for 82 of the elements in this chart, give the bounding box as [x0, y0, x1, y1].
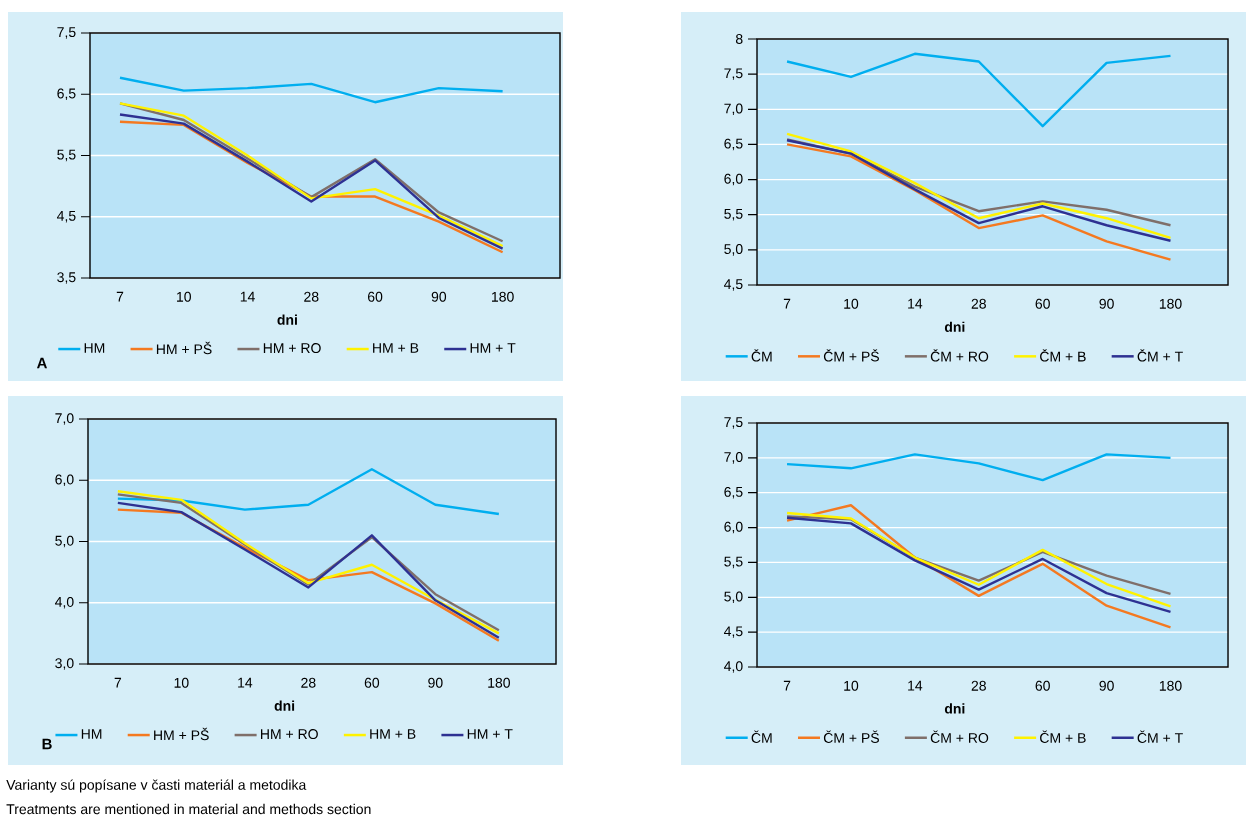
y-tick-label: 7,5 [724, 417, 743, 429]
y-tick-label: 5,0 [55, 535, 74, 548]
x-tick-label: 7 [114, 677, 122, 688]
x-tick-label: 14 [908, 680, 923, 691]
y-tick-label: 6,0 [724, 521, 743, 534]
y-tick-label: 6,5 [57, 88, 76, 101]
x-tick-label: 14 [908, 298, 923, 309]
legend-label: HM + B [373, 343, 419, 353]
legend-label: HM + PŠ [156, 341, 212, 355]
y-tick-label: 4,5 [723, 626, 743, 638]
legend-label: ČM + T [1137, 349, 1183, 362]
x-tick-label: 180 [492, 291, 514, 302]
legend-label: HM + T [467, 729, 513, 739]
legend-label: HM [84, 343, 105, 353]
y-tick-label: 6,5 [724, 486, 743, 499]
x-tick-label: 60 [1035, 298, 1050, 309]
y-tick-label: 7,5 [57, 27, 76, 39]
x-tick-label: 28 [971, 298, 986, 309]
x-tick-label: 180 [488, 677, 510, 688]
y-tick-label: 4,0 [54, 596, 74, 609]
y-tick-label: 5,5 [57, 149, 76, 162]
legend-label: ČM [751, 730, 772, 743]
y-tick-label: 6,0 [55, 474, 74, 487]
text: B [42, 738, 52, 750]
legend-label: HM [81, 729, 102, 739]
legend-label: ČM + T [1137, 730, 1183, 743]
x-tick-label: 7 [783, 298, 791, 309]
x-tick-label: 90 [428, 677, 443, 688]
legend-label: ČM + RO [930, 730, 989, 743]
legend-label: ČM + B [1040, 730, 1086, 743]
y-tick-label: 5,5 [724, 209, 743, 221]
x-tick-label: 28 [971, 680, 986, 691]
x-tick-label: 10 [174, 677, 189, 688]
x-axis-title: dni [274, 700, 295, 711]
x-tick-label: 14 [238, 677, 253, 688]
x-tick-label: 28 [301, 677, 316, 688]
x-tick-label: 60 [1035, 680, 1050, 691]
legend-label: ČM + PŠ [823, 349, 879, 362]
x-tick-label: 28 [304, 291, 319, 302]
x-tick-label: 14 [240, 291, 255, 302]
x-tick-label: 10 [177, 291, 191, 302]
x-tick-label: 90 [1099, 298, 1114, 309]
text: Treatments are mentioned in material and methods section [6, 803, 371, 815]
legend-label: ČM [751, 349, 772, 362]
x-tick-label: 90 [1099, 680, 1114, 691]
x-axis-title: dni [944, 321, 965, 332]
y-tick-label: 6,5 [724, 138, 743, 151]
x-tick-label: 10 [844, 680, 859, 691]
text: Varianty sú popísane v časti materiál a metodika [6, 779, 307, 793]
y-tick-label: 6,0 [724, 173, 743, 186]
y-tick-label: 4,5 [723, 279, 743, 291]
legend-label: HM + PŠ [154, 727, 209, 741]
x-tick-label: 7 [783, 680, 791, 691]
y-tick-label: 7,0 [724, 103, 743, 116]
y-tick-label: 5,5 [724, 556, 743, 569]
x-tick-label: 60 [367, 291, 383, 302]
x-tick-label: 7 [116, 291, 124, 302]
y-tick-label: 5,0 [724, 591, 743, 604]
x-tick-label: 180 [1159, 680, 1182, 691]
x-tick-label: 180 [1159, 298, 1182, 309]
legend-label: ČM + RO [930, 349, 989, 362]
x-axis-title: dni [944, 703, 965, 714]
y-tick-label: 3,0 [55, 658, 74, 670]
legend-label: ČM + B [1040, 349, 1086, 362]
x-axis-title: dni [277, 314, 297, 325]
legend-label: HM + RO [263, 343, 321, 354]
x-tick-label: 10 [844, 298, 859, 309]
y-tick-label: 4,5 [56, 211, 76, 223]
y-tick-label: 4,0 [723, 661, 743, 673]
legend-label: HM + RO [261, 729, 318, 740]
legend-label: HM + B [370, 729, 416, 739]
legend-label: ČM + PŠ [823, 730, 879, 743]
x-tick-label: 60 [364, 677, 380, 688]
y-tick-label: 8 [735, 34, 743, 44]
legend-label: HM + T [470, 343, 516, 353]
y-tick-label: 3,5 [57, 272, 76, 284]
y-tick-label: 7,0 [724, 452, 743, 464]
text: A [36, 357, 48, 369]
y-tick-label: 5,0 [724, 244, 743, 256]
y-tick-label: 7,5 [724, 68, 743, 80]
x-tick-label: 90 [431, 291, 447, 302]
y-tick-label: 7,0 [55, 413, 74, 425]
